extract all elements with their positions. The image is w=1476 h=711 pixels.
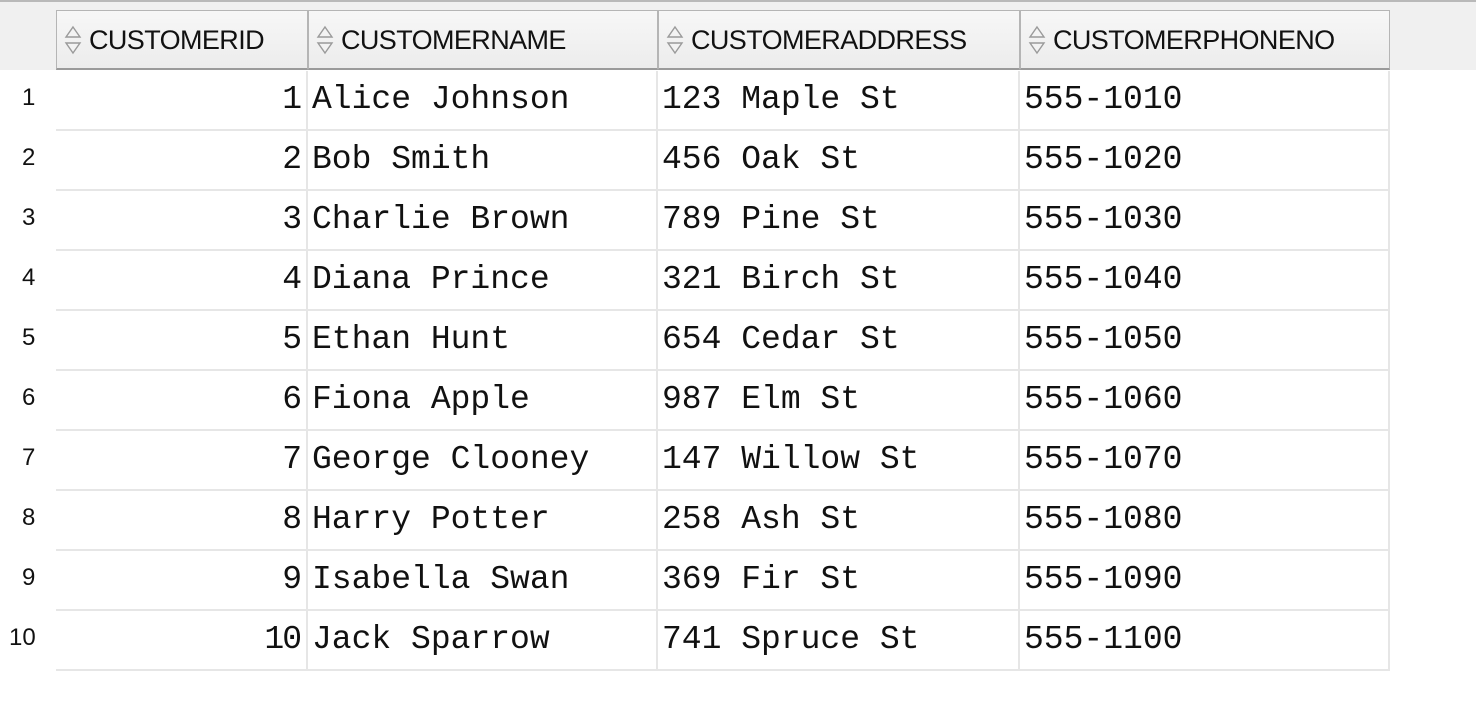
cell-phone[interactable]: 555-1060 <box>1020 371 1390 431</box>
cell-id[interactable]: 6 <box>56 371 308 431</box>
cell-name[interactable]: Diana Prince <box>308 251 658 311</box>
row-number[interactable]: 3 <box>22 204 36 231</box>
cell-address[interactable]: 369 Fir St <box>658 551 1020 611</box>
column-header-label: CUSTOMERNAME <box>341 25 566 55</box>
cell-name[interactable]: Fiona Apple <box>308 371 658 431</box>
cell-id[interactable]: 4 <box>56 251 308 311</box>
column-header-label: CUSTOMERPHONENO <box>1053 25 1335 55</box>
cell-id[interactable]: 10 <box>56 611 308 671</box>
cell-name[interactable]: Harry Potter <box>308 491 658 551</box>
cell-phone[interactable]: 555-1040 <box>1020 251 1390 311</box>
cell-address[interactable]: 741 Spruce St <box>658 611 1020 671</box>
sort-updown-icon[interactable] <box>1027 25 1047 55</box>
column-header-label: CUSTOMERID <box>89 25 265 55</box>
cell-name[interactable]: Ethan Hunt <box>308 311 658 371</box>
row-number[interactable]: 5 <box>22 324 36 351</box>
column-header-customerphoneno[interactable]: CUSTOMERPHONENO <box>1020 10 1390 70</box>
row-number[interactable]: 10 <box>9 624 36 651</box>
cell-address[interactable]: 321 Birch St <box>658 251 1020 311</box>
row-number[interactable]: 2 <box>22 144 36 171</box>
cell-id[interactable]: 5 <box>56 311 308 371</box>
sort-updown-icon[interactable] <box>665 25 685 55</box>
column-header-customerid[interactable]: CUSTOMERID <box>56 10 308 70</box>
column-header-customername[interactable]: CUSTOMERNAME <box>308 10 658 70</box>
cell-id[interactable]: 1 <box>56 71 308 131</box>
row-number[interactable]: 8 <box>22 504 36 531</box>
cell-phone[interactable]: 555-1050 <box>1020 311 1390 371</box>
column-header-customeraddress[interactable]: CUSTOMERADDRESS <box>658 10 1020 70</box>
cell-address[interactable]: 987 Elm St <box>658 371 1020 431</box>
cell-name[interactable]: Charlie Brown <box>308 191 658 251</box>
sort-updown-icon[interactable] <box>63 25 83 55</box>
row-number[interactable]: 4 <box>22 264 36 291</box>
sort-updown-icon[interactable] <box>315 25 335 55</box>
cell-name[interactable]: Bob Smith <box>308 131 658 191</box>
cell-phone[interactable]: 555-1090 <box>1020 551 1390 611</box>
cell-address[interactable]: 654 Cedar St <box>658 311 1020 371</box>
cell-id[interactable]: 8 <box>56 491 308 551</box>
cell-name[interactable]: Jack Sparrow <box>308 611 658 671</box>
cell-address[interactable]: 147 Willow St <box>658 431 1020 491</box>
cell-id[interactable]: 3 <box>56 191 308 251</box>
cell-name[interactable]: George Clooney <box>308 431 658 491</box>
row-number[interactable]: 9 <box>22 564 36 591</box>
cell-phone[interactable]: 555-1010 <box>1020 71 1390 131</box>
cell-name[interactable]: Isabella Swan <box>308 551 658 611</box>
cell-phone[interactable]: 555-1070 <box>1020 431 1390 491</box>
cell-phone[interactable]: 555-1020 <box>1020 131 1390 191</box>
cell-phone[interactable]: 555-1100 <box>1020 611 1390 671</box>
cell-name[interactable]: Alice Johnson <box>308 71 658 131</box>
cell-phone[interactable]: 555-1080 <box>1020 491 1390 551</box>
cell-address[interactable]: 789 Pine St <box>658 191 1020 251</box>
cell-address[interactable]: 123 Maple St <box>658 71 1020 131</box>
column-header-label: CUSTOMERADDRESS <box>691 25 967 55</box>
cell-id[interactable]: 9 <box>56 551 308 611</box>
row-number[interactable]: 1 <box>22 84 36 111</box>
row-number[interactable]: 6 <box>22 384 36 411</box>
cell-id[interactable]: 2 <box>56 131 308 191</box>
cell-id[interactable]: 7 <box>56 431 308 491</box>
cell-address[interactable]: 456 Oak St <box>658 131 1020 191</box>
row-number[interactable]: 7 <box>22 444 36 471</box>
cell-phone[interactable]: 555-1030 <box>1020 191 1390 251</box>
cell-address[interactable]: 258 Ash St <box>658 491 1020 551</box>
